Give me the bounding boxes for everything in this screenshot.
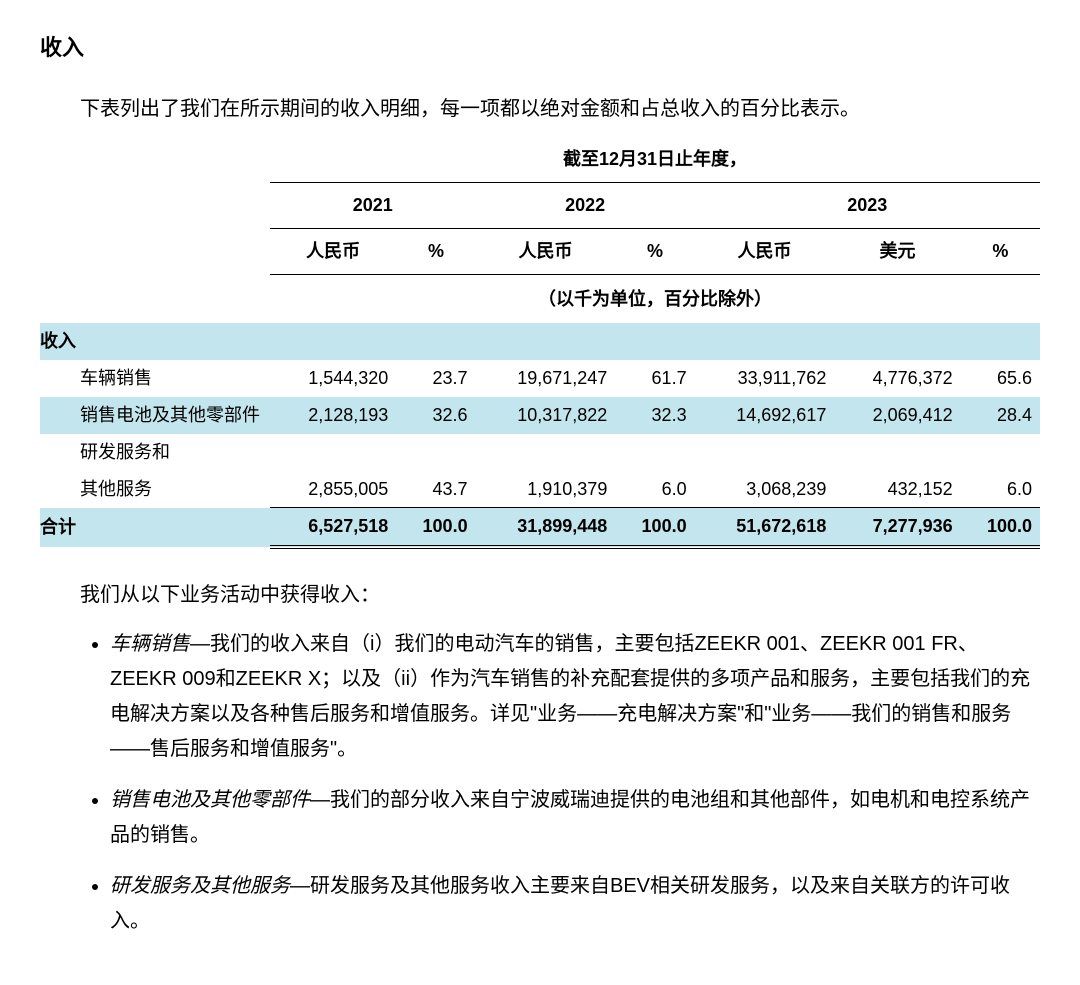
row-label: 销售电池及其他零部件 xyxy=(40,397,270,434)
year-2022: 2022 xyxy=(476,182,695,228)
cell: 6.0 xyxy=(961,471,1040,508)
cell: 100.0 xyxy=(615,508,694,547)
revenue-table-container: 截至12月31日止年度， 2021 2022 2023 人民币 % 人民币 % … xyxy=(40,137,1040,549)
list-item: 车辆销售—我们的收入来自（i）我们的电动汽车的销售，主要包括ZEEKR 001、… xyxy=(110,627,1040,767)
table-row: 销售电池及其他零部件 2,128,193 32.6 10,317,822 32.… xyxy=(40,397,1040,434)
cell: 14,692,617 xyxy=(695,397,835,434)
period-header: 截至12月31日止年度， xyxy=(270,137,1040,182)
col-2021-rmb: 人民币 xyxy=(270,228,396,274)
bullet-list: 车辆销售—我们的收入来自（i）我们的电动汽车的销售，主要包括ZEEKR 001、… xyxy=(110,627,1040,939)
section-heading-row: 收入 xyxy=(40,323,1040,360)
year-header-row: 2021 2022 2023 xyxy=(40,182,1040,228)
cell: 10,317,822 xyxy=(476,397,616,434)
total-label: 合计 xyxy=(40,508,270,547)
cell: 32.6 xyxy=(396,397,475,434)
cell: 65.6 xyxy=(961,360,1040,397)
cell: 6,527,518 xyxy=(270,508,396,547)
cell: 19,671,247 xyxy=(476,360,616,397)
cell: 4,776,372 xyxy=(834,360,960,397)
row-label: 车辆销售 xyxy=(40,360,270,397)
cell: 31,899,448 xyxy=(476,508,616,547)
section-heading: 收入 xyxy=(40,323,270,360)
list-item: 销售电池及其他零部件—我们的部分收入来自宁波威瑞迪提供的电池组和其他部件，如电机… xyxy=(110,783,1040,853)
table-row: 其他服务 2,855,005 43.7 1,910,379 6.0 3,068,… xyxy=(40,471,1040,508)
cell: 7,277,936 xyxy=(834,508,960,547)
cell: 3,068,239 xyxy=(695,471,835,508)
table-row-multiline-top: 研发服务和 xyxy=(40,434,1040,471)
bullet-lead: 研发服务及其他服务 xyxy=(110,875,290,897)
row-label-line1: 研发服务和 xyxy=(40,434,270,471)
total-row: 合计 6,527,518 100.0 31,899,448 100.0 51,6… xyxy=(40,508,1040,547)
cell: 2,855,005 xyxy=(270,471,396,508)
row-label-line2: 其他服务 xyxy=(40,471,270,508)
col-2021-pct: % xyxy=(396,228,475,274)
period-header-row: 截至12月31日止年度， xyxy=(40,137,1040,182)
bullet-lead: 车辆销售 xyxy=(110,633,190,655)
cell: 61.7 xyxy=(615,360,694,397)
cell: 1,910,379 xyxy=(476,471,616,508)
cell: 33,911,762 xyxy=(695,360,835,397)
table-row: 车辆销售 1,544,320 23.7 19,671,247 61.7 33,9… xyxy=(40,360,1040,397)
cell: 23.7 xyxy=(396,360,475,397)
unit-note-row: （以千为单位，百分比除外） xyxy=(40,274,1040,323)
cell: 2,128,193 xyxy=(270,397,396,434)
col-2022-pct: % xyxy=(615,228,694,274)
col-2023-pct: % xyxy=(961,228,1040,274)
cell: 2,069,412 xyxy=(834,397,960,434)
cell: 6.0 xyxy=(615,471,694,508)
intro-paragraph: 下表列出了我们在所示期间的收入明细，每一项都以绝对金额和占总收入的百分比表示。 xyxy=(80,93,1040,125)
cell: 28.4 xyxy=(961,397,1040,434)
year-2023: 2023 xyxy=(695,182,1040,228)
cell: 100.0 xyxy=(961,508,1040,547)
list-item: 研发服务及其他服务—研发服务及其他服务收入主要来自BEV相关研发服务，以及来自关… xyxy=(110,869,1040,939)
bullet-lead: 销售电池及其他零部件 xyxy=(110,789,310,811)
followup-intro: 我们从以下业务活动中获得收入： xyxy=(80,579,1040,611)
cell: 100.0 xyxy=(396,508,475,547)
year-2021: 2021 xyxy=(270,182,476,228)
cell: 51,672,618 xyxy=(695,508,835,547)
cell: 43.7 xyxy=(396,471,475,508)
section-title: 收入 xyxy=(40,30,1040,65)
cell: 432,152 xyxy=(834,471,960,508)
unit-note: （以千为单位，百分比除外） xyxy=(270,274,1040,323)
cell: 32.3 xyxy=(615,397,694,434)
cell: 1,544,320 xyxy=(270,360,396,397)
bullet-text: —我们的收入来自（i）我们的电动汽车的销售，主要包括ZEEKR 001、ZEEK… xyxy=(110,633,1030,760)
revenue-table: 截至12月31日止年度， 2021 2022 2023 人民币 % 人民币 % … xyxy=(40,137,1040,549)
col-2023-usd: 美元 xyxy=(834,228,960,274)
currency-header-row: 人民币 % 人民币 % 人民币 美元 % xyxy=(40,228,1040,274)
col-2022-rmb: 人民币 xyxy=(476,228,616,274)
col-2023-rmb: 人民币 xyxy=(695,228,835,274)
